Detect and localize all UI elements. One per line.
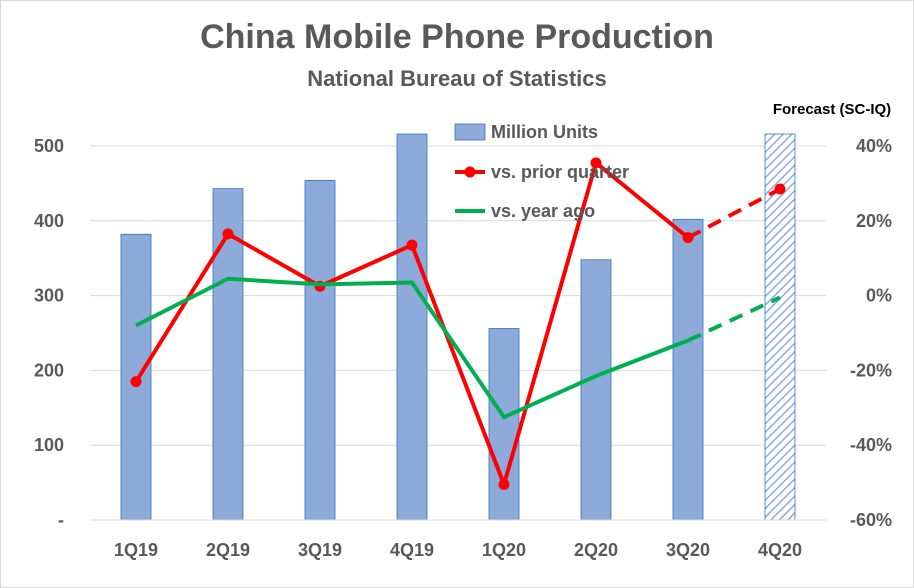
data-point <box>222 228 234 240</box>
y-left-tick-label: 400 <box>34 211 64 231</box>
y-right-tick-label: -60% <box>850 510 892 530</box>
chart-title: China Mobile Phone Production <box>200 18 714 56</box>
x-tick-label: 1Q20 <box>482 540 526 560</box>
bar <box>672 218 704 521</box>
data-point <box>774 183 786 195</box>
x-tick-label: 3Q19 <box>298 540 342 560</box>
y-right-tick-label: -40% <box>850 435 892 455</box>
legend-label: Million Units <box>491 122 598 142</box>
legend-swatch-bars <box>454 123 486 141</box>
y-right-tick-label: 20% <box>856 211 892 231</box>
y-left-tick-label: - <box>58 510 64 530</box>
bar <box>396 133 428 521</box>
bar <box>488 328 520 521</box>
y-right-tick-label: 40% <box>856 136 892 156</box>
series-line-forecast <box>687 187 781 240</box>
series-line-forecast <box>687 295 781 343</box>
data-point <box>130 376 142 388</box>
forecast-annotation: Forecast (SC-IQ) <box>773 101 891 118</box>
y-left-tick-label: 200 <box>34 360 64 380</box>
chart-subtitle: National Bureau of Statistics <box>307 66 607 91</box>
data-point <box>682 232 694 244</box>
x-tick-label: 4Q19 <box>390 540 434 560</box>
x-tick-label: 3Q20 <box>666 540 710 560</box>
legend-label: vs. year ago <box>491 201 595 221</box>
data-point <box>406 239 418 251</box>
y-left-tick-label: 100 <box>34 435 64 455</box>
y-right-tick-label: -20% <box>850 360 892 380</box>
x-tick-label: 4Q20 <box>758 540 802 560</box>
y-left-tick-label: 500 <box>34 136 64 156</box>
y-left-tick-label: 300 <box>34 286 64 306</box>
legend-label: vs. prior quarter <box>491 162 629 182</box>
y-right-tick-label: 0% <box>866 286 892 306</box>
bar <box>304 180 336 521</box>
x-tick-label: 2Q20 <box>574 540 618 560</box>
data-point <box>498 478 510 490</box>
x-tick-label: 1Q19 <box>114 540 158 560</box>
series-line <box>135 276 689 420</box>
legend-swatch-marker <box>464 166 476 178</box>
bar <box>580 259 612 521</box>
bar <box>764 133 796 521</box>
x-tick-label: 2Q19 <box>206 540 250 560</box>
data-point <box>590 157 602 169</box>
bar <box>212 188 244 521</box>
